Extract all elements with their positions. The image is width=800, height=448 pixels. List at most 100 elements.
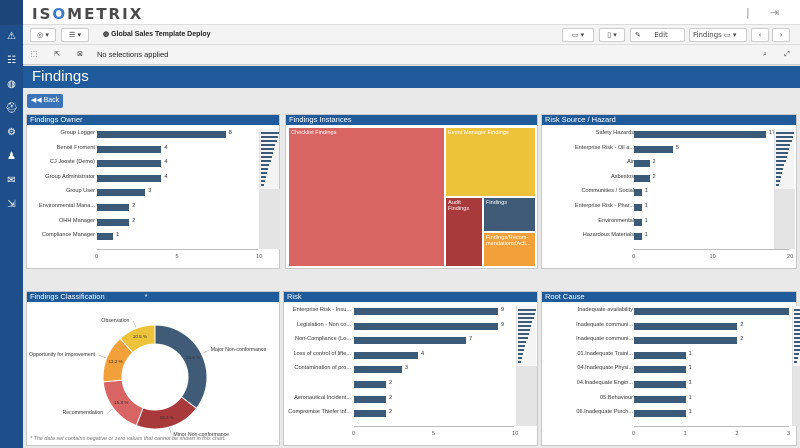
person-icon[interactable]: ♟ bbox=[7, 151, 16, 162]
scroll-preview-bar bbox=[261, 168, 269, 170]
scroll-preview-bar bbox=[776, 132, 794, 134]
treemap-cell-recommendations[interactable]: Findings/Recom-mendations/Acti... bbox=[483, 232, 536, 267]
exit-icon[interactable]: ⇲ bbox=[7, 199, 16, 210]
bar[interactable] bbox=[634, 174, 650, 182]
bar[interactable] bbox=[97, 160, 162, 168]
navigation-menu-button[interactable]: ◎ ▾ bbox=[30, 28, 56, 42]
scroll-preview-bar bbox=[261, 136, 278, 138]
x-tick-label: 5 bbox=[432, 431, 436, 437]
app-toolbar: ◎ ▾ ☰ ▾ ◍ Global Sales Template Deploy ▭… bbox=[23, 25, 800, 45]
scroll-preview-bar bbox=[261, 156, 272, 158]
scroll-preview-bar bbox=[794, 333, 800, 335]
scroll-thumb[interactable] bbox=[775, 189, 795, 249]
bar[interactable] bbox=[354, 337, 466, 345]
category-label: Safety Hazards bbox=[595, 130, 634, 136]
step-back-icon[interactable]: ⇱ bbox=[54, 50, 60, 58]
scroll-preview-bar bbox=[794, 341, 800, 343]
bar[interactable] bbox=[97, 218, 130, 226]
chart-scrollbar[interactable] bbox=[774, 129, 795, 249]
donut-slice[interactable] bbox=[135, 396, 198, 430]
chart-footnote: * The data set contains negative or zero… bbox=[30, 436, 226, 442]
edit-button[interactable]: ✎ Edit bbox=[630, 28, 685, 42]
helmet-icon[interactable]: ⛑ bbox=[5, 103, 18, 114]
bar[interactable] bbox=[354, 366, 402, 374]
bar[interactable] bbox=[97, 233, 114, 241]
bar[interactable] bbox=[634, 131, 766, 138]
selections-bar: ⬚ ⇱ ⊠ No selections applied ⌕ ⤢ bbox=[23, 45, 800, 65]
warning-icon[interactable]: ⚠ bbox=[7, 31, 16, 42]
bar[interactable] bbox=[634, 351, 686, 359]
donut-chart bbox=[98, 320, 209, 435]
present-button[interactable]: ▭ ▾ bbox=[562, 28, 594, 42]
bar[interactable] bbox=[97, 204, 130, 211]
sliders-icon[interactable]: ☷ bbox=[7, 55, 16, 66]
scroll-preview-bar bbox=[794, 317, 800, 319]
bar[interactable] bbox=[354, 410, 386, 418]
bar[interactable] bbox=[634, 337, 738, 345]
bar[interactable] bbox=[634, 204, 642, 211]
scroll-thumb[interactable] bbox=[793, 366, 800, 426]
sidebar-top bbox=[0, 0, 23, 25]
scroll-preview-bar bbox=[261, 144, 276, 146]
bar-value: 2 bbox=[389, 380, 393, 386]
main-area: ISOMETRIX | ⇥ ◎ ▾ ☰ ▾ ◍ Global Sales Tem… bbox=[23, 0, 800, 448]
bar[interactable] bbox=[97, 145, 162, 153]
donut-slice[interactable] bbox=[119, 324, 156, 354]
bar[interactable] bbox=[97, 131, 226, 138]
chart-scrollbar[interactable] bbox=[792, 306, 800, 426]
clear-selections-icon[interactable]: ⊠ bbox=[77, 50, 83, 58]
menu-toggle-icon[interactable]: ⇥ bbox=[770, 6, 780, 19]
treemap-cell-event_manager[interactable]: Event Manager Findings bbox=[445, 127, 536, 197]
bar[interactable] bbox=[634, 395, 686, 403]
category-label: Enterprise Risk - Phar... bbox=[574, 203, 634, 209]
x-tick-label: 2 bbox=[735, 431, 739, 437]
bar[interactable] bbox=[634, 160, 650, 168]
bar[interactable] bbox=[634, 366, 686, 374]
bookmark-button[interactable]: ▯ ▾ bbox=[599, 28, 625, 42]
app-title: ◍ Global Sales Template Deploy bbox=[103, 31, 211, 38]
scroll-thumb[interactable] bbox=[260, 189, 280, 249]
fullscreen-icon[interactable]: ⤢ bbox=[784, 50, 790, 58]
bar[interactable] bbox=[354, 322, 498, 330]
global-menu-button[interactable]: ☰ ▾ bbox=[61, 28, 89, 42]
scroll-preview-bar bbox=[776, 152, 788, 154]
inbox-icon[interactable]: ✉ bbox=[7, 175, 16, 186]
bar-value: 1 bbox=[688, 394, 692, 401]
category-label: Legislation - Non co... bbox=[296, 321, 351, 328]
bar[interactable] bbox=[354, 308, 498, 315]
bar[interactable] bbox=[634, 381, 686, 388]
treemap-cell-audit[interactable]: Audit Findings bbox=[445, 197, 483, 267]
bar[interactable] bbox=[634, 233, 642, 241]
category-label: OHH Manager bbox=[58, 217, 95, 224]
next-sheet-button[interactable]: › bbox=[772, 28, 790, 42]
previous-sheet-button[interactable]: ‹ bbox=[751, 28, 769, 42]
search-icon[interactable]: ⌕ bbox=[763, 50, 767, 58]
sheet-selector[interactable]: Findings ▭ ▾ bbox=[689, 28, 747, 42]
donut-slice[interactable] bbox=[154, 324, 208, 410]
chart-scrollbar[interactable] bbox=[259, 129, 280, 249]
bar[interactable] bbox=[634, 145, 673, 153]
panel-title: Risk Source / Hazard bbox=[542, 115, 796, 125]
bar-value: 17 bbox=[768, 130, 775, 136]
bar[interactable] bbox=[634, 308, 789, 315]
bar[interactable] bbox=[634, 218, 642, 226]
risk-source-panel: Risk Source / Hazard Safety Hazards 17 Ent… bbox=[541, 114, 797, 269]
bar[interactable] bbox=[97, 174, 162, 182]
globe-icon[interactable]: ◍ bbox=[7, 79, 16, 90]
scroll-thumb[interactable] bbox=[517, 366, 537, 426]
bar[interactable] bbox=[354, 351, 418, 359]
sheet-header: Findings bbox=[23, 66, 800, 88]
treemap-cell-findings[interactable]: Findings bbox=[483, 197, 536, 232]
bar[interactable] bbox=[634, 410, 686, 418]
bar[interactable] bbox=[97, 189, 146, 197]
gear-icon[interactable]: ⚙ bbox=[7, 127, 16, 138]
bar[interactable] bbox=[354, 395, 386, 403]
bar[interactable] bbox=[634, 189, 642, 197]
treemap-cell-checklist[interactable]: Checklist Findings bbox=[288, 127, 445, 267]
smart-search-icon[interactable]: ⬚ bbox=[30, 50, 38, 58]
bar[interactable] bbox=[634, 322, 738, 330]
bar[interactable] bbox=[354, 381, 386, 388]
chart-scrollbar[interactable] bbox=[516, 306, 537, 426]
back-button[interactable]: ◀◀ Back bbox=[27, 94, 63, 108]
leader-line bbox=[202, 350, 209, 354]
